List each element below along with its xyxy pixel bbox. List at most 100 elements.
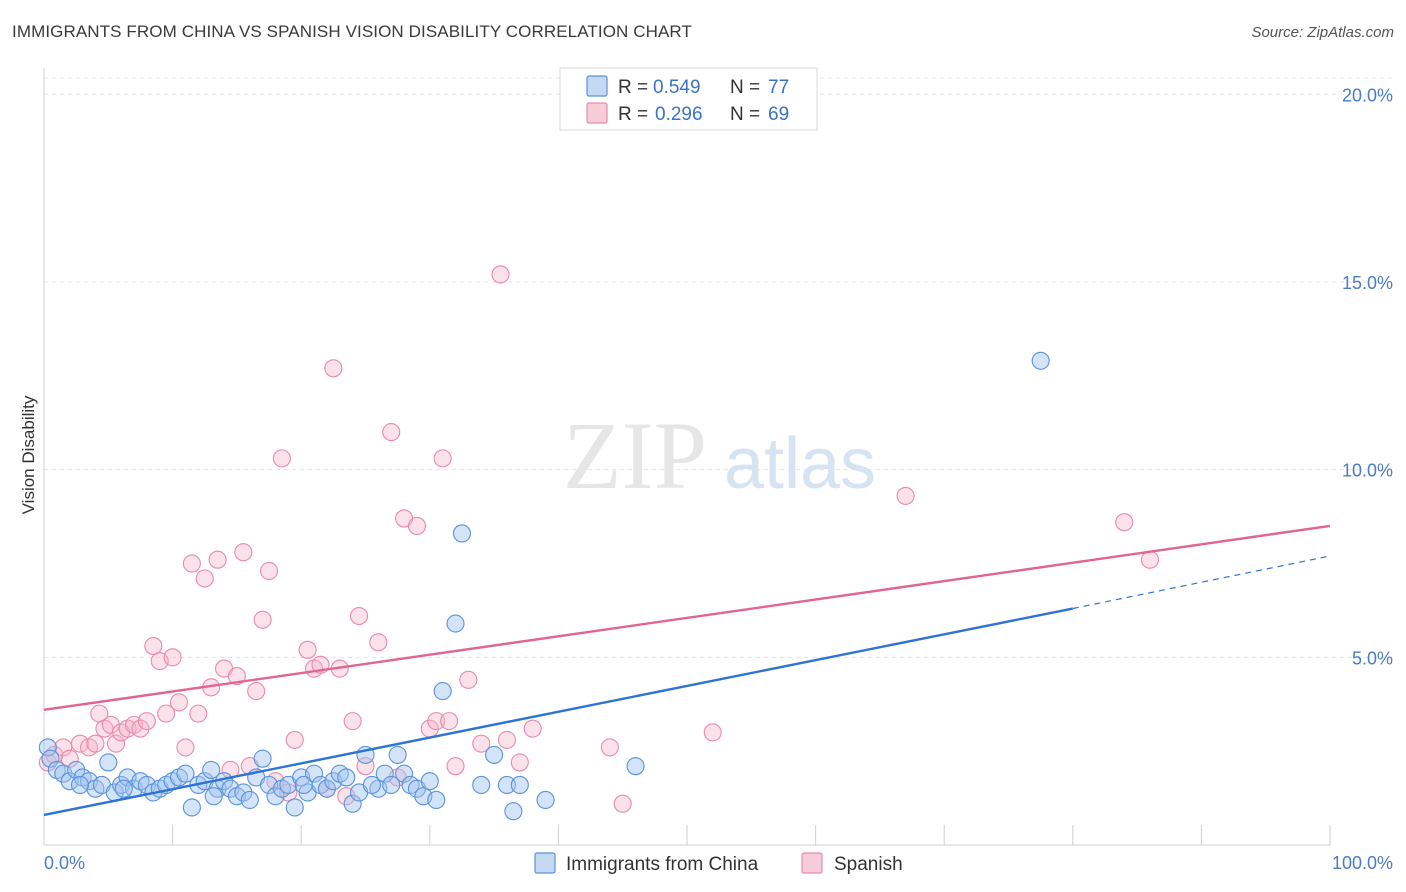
legend-n-value: 77 [768, 77, 789, 98]
china-point [1031, 351, 1050, 370]
source-label: Source: ZipAtlas.com [1251, 24, 1394, 41]
spanish-point [440, 712, 459, 731]
spanish-point [433, 449, 452, 468]
spanish-point [106, 734, 126, 753]
spanish-point [182, 554, 201, 573]
china-point [536, 790, 555, 810]
trend-line-china-extension [1072, 555, 1331, 610]
legend-n-label: N = [730, 77, 760, 98]
spanish-point [259, 561, 279, 581]
spanish-point [176, 738, 195, 757]
china-point [382, 775, 401, 794]
legend-bottom-swatch-china [534, 852, 556, 874]
spanish-point [497, 730, 517, 749]
china-point [446, 614, 465, 633]
grid-lines [44, 77, 1395, 658]
spanish-point [234, 543, 253, 562]
china-point [234, 783, 253, 802]
spanish-point [343, 712, 362, 731]
trend-line-spanish [43, 524, 1331, 712]
spanish-point [272, 449, 291, 468]
x-tick-label-max: 100.0% [1332, 853, 1393, 873]
china-point [38, 738, 57, 757]
legend-swatch-china [586, 75, 608, 97]
spanish-point [70, 734, 90, 753]
spanish-point [350, 606, 369, 626]
legend-r-label: R = [618, 104, 648, 125]
trend-line-china [43, 607, 1074, 817]
spanish-point [247, 682, 266, 701]
spanish-point [703, 723, 722, 742]
spanish-point [137, 712, 156, 731]
legend-n-value: 69 [768, 104, 789, 125]
spanish-point [523, 719, 542, 738]
y-tick-label: 15.0% [1342, 273, 1393, 293]
legend-swatch-spanish [586, 102, 608, 124]
spanish-point [1140, 550, 1160, 569]
legend-r-value: 0.549 [653, 77, 701, 98]
watermark-zip: ZIP [563, 402, 707, 509]
spanish-point [163, 648, 182, 667]
spanish-point [369, 633, 388, 652]
legend-r-label: R = [618, 77, 648, 98]
china-point [343, 794, 362, 813]
spanish-point [459, 670, 478, 689]
watermark-atlas: atlas [724, 424, 876, 504]
spanish-point [600, 738, 619, 757]
china-point [504, 802, 523, 821]
china-point [176, 764, 195, 783]
spanish-point [324, 359, 343, 378]
series-china-points [38, 351, 1050, 821]
legend-row-china: R = 0.549 N = 77 [586, 75, 789, 98]
china-point [388, 745, 407, 764]
china-point [99, 753, 118, 772]
y-axis-title: Vision Disability [19, 395, 38, 514]
watermark: ZIP atlas [563, 402, 876, 509]
legend-r-value: 0.296 [655, 104, 703, 125]
legend-bottom-label-china: Immigrants from China [566, 854, 759, 875]
china-point [626, 757, 645, 776]
spanish-point [169, 693, 189, 712]
spanish-point [208, 550, 227, 569]
china-point [420, 772, 439, 791]
china-point [70, 775, 90, 794]
china-point [472, 775, 491, 794]
china-point [427, 790, 446, 810]
chart-title: IMMIGRANTS FROM CHINA VS SPANISH VISION … [12, 22, 692, 41]
china-point [253, 749, 272, 768]
y-tick-label: 5.0% [1352, 648, 1393, 668]
spanish-point [491, 265, 510, 284]
spanish-point [510, 753, 529, 772]
china-point [497, 775, 517, 794]
spanish-point [144, 637, 163, 656]
spanish-point [472, 734, 491, 753]
y-tick-label: 20.0% [1342, 85, 1393, 105]
china-point [67, 760, 86, 779]
china-point [266, 787, 285, 806]
x-tick-label-min: 0.0% [44, 853, 85, 873]
spanish-point [227, 667, 246, 686]
china-point [375, 764, 394, 783]
spanish-point [189, 704, 208, 723]
spanish-point [896, 486, 915, 505]
spanish-point [613, 794, 632, 813]
spanish-point [131, 719, 150, 738]
legend-top: R = 0.549 N = 77 R = 0.296 N = 69 [559, 67, 818, 131]
china-point [452, 524, 472, 543]
china-point [202, 760, 221, 779]
spanish-point [60, 749, 79, 768]
spanish-point [157, 704, 176, 723]
legend-n-label: N = [730, 104, 760, 125]
spanish-point [86, 734, 105, 753]
legend-bottom-swatch-spanish [801, 852, 823, 874]
china-point [485, 745, 504, 764]
china-point [305, 764, 324, 783]
china-point [395, 764, 414, 783]
spanish-point [427, 712, 446, 731]
china-point [240, 790, 259, 810]
legend-bottom: Immigrants from China Spanish [534, 852, 903, 875]
china-point [285, 798, 304, 817]
china-point [204, 787, 223, 806]
spanish-point [298, 640, 317, 659]
